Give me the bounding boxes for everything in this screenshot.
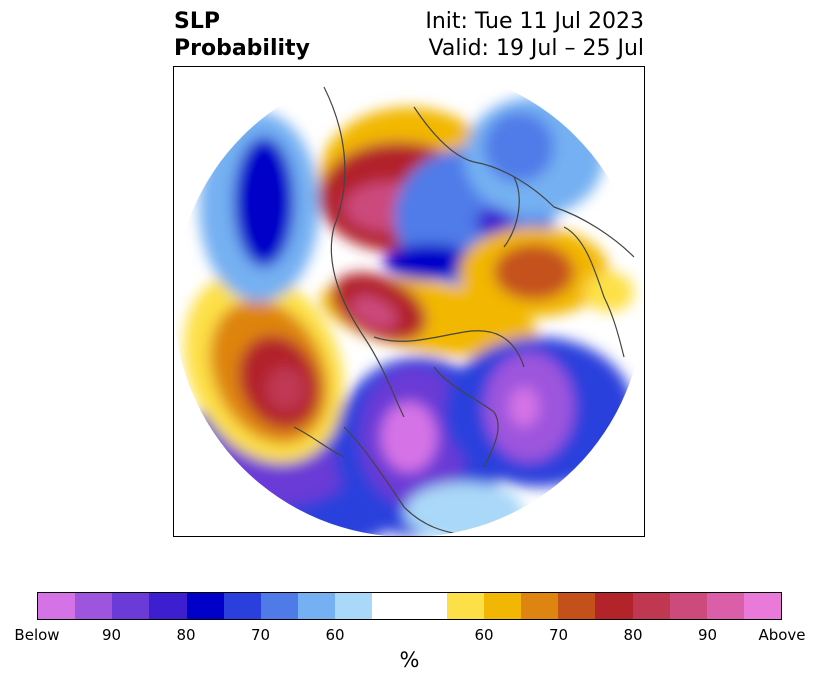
colorbar-segment (298, 593, 336, 619)
colorbar-segment (632, 593, 670, 619)
colorbar-tick-label: 90 (101, 626, 122, 644)
colorbar-segment (335, 593, 373, 619)
valid-range: Valid: 19 Jul – 25 Jul (428, 36, 644, 61)
colorbar-tick-label: Below (14, 626, 60, 644)
colorbar-segment (223, 593, 261, 619)
colorbar-segment (112, 593, 150, 619)
colorbar-tick-label: 60 (474, 626, 494, 644)
colorbar-segment (149, 593, 187, 619)
colorbar-segment (521, 593, 559, 619)
title-left: SLP Probability (174, 8, 310, 62)
probability-map (174, 67, 644, 536)
colorbar-segment (669, 593, 707, 619)
colorbar-tick-label: 90 (697, 626, 718, 644)
colorbar-segment (558, 593, 596, 619)
init-date: Init: Tue 11 Jul 2023 (425, 9, 644, 34)
colorbar (37, 592, 782, 620)
colorbar-segment (595, 593, 633, 619)
title-right: Init: Tue 11 Jul 2023 Valid: 19 Jul – 25… (425, 8, 644, 62)
colorbar-ticks: Below 90 80 70 60 60 70 80 90 Above (0, 626, 819, 646)
colorbar-segment (446, 593, 484, 619)
colorbar-segment (372, 593, 410, 619)
colorbar-segment (75, 593, 113, 619)
coastline-outline (293, 86, 635, 536)
colorbar-tick-label: 60 (325, 626, 345, 644)
colorbar-tick-label: 80 (623, 626, 643, 644)
colorbar-segment (706, 593, 744, 619)
colorbar-segment (743, 593, 782, 619)
colorbar-tick-label: 80 (176, 626, 196, 644)
colorbar-tick-label: 70 (250, 626, 271, 644)
map-panel (173, 66, 645, 537)
hemisphere-disk (174, 67, 644, 536)
colorbar-segment (186, 593, 224, 619)
colorbar-tick-label: Above (758, 626, 806, 644)
colorbar-unit: % (399, 648, 420, 672)
product-label: Probability (174, 36, 310, 61)
variable-label: SLP (174, 9, 220, 34)
colorbar-segment (260, 593, 299, 619)
colorbar-tick-label: 70 (548, 626, 569, 644)
colorbar-segment (38, 593, 76, 619)
colorbar-segment (483, 593, 522, 619)
colorbar-segment (409, 593, 447, 619)
